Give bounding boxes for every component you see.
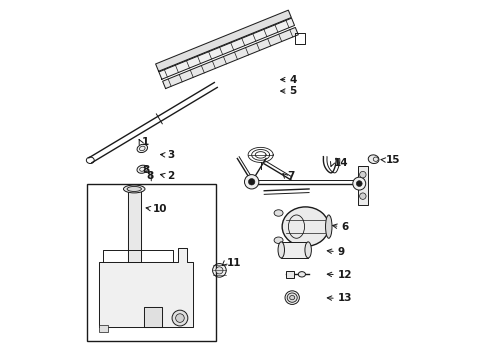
Text: 7: 7 [287, 171, 294, 181]
Text: 15: 15 [386, 155, 400, 165]
Ellipse shape [286, 293, 297, 302]
Ellipse shape [282, 207, 328, 246]
Polygon shape [163, 27, 298, 89]
Text: 8: 8 [145, 171, 153, 181]
Text: 3: 3 [167, 150, 174, 160]
Text: 1: 1 [142, 138, 149, 147]
Polygon shape [99, 248, 192, 327]
Ellipse shape [137, 144, 147, 153]
Bar [281, 242, 307, 258]
Ellipse shape [278, 242, 284, 258]
Circle shape [352, 177, 365, 190]
Polygon shape [159, 18, 294, 79]
Text: 14: 14 [333, 158, 348, 168]
Ellipse shape [137, 165, 147, 173]
Ellipse shape [127, 186, 141, 192]
Circle shape [244, 175, 258, 189]
Text: 10: 10 [153, 204, 167, 214]
Ellipse shape [298, 272, 305, 277]
Text: 2: 2 [167, 171, 174, 181]
Text: 12: 12 [337, 270, 351, 280]
Bar [99, 325, 108, 332]
Text: 11: 11 [226, 258, 241, 268]
Ellipse shape [212, 264, 226, 277]
Ellipse shape [325, 215, 331, 238]
Ellipse shape [215, 267, 223, 274]
Circle shape [359, 193, 366, 199]
Text: 8: 8 [142, 165, 149, 175]
Ellipse shape [285, 291, 299, 305]
Circle shape [248, 179, 254, 185]
Bar [285, 271, 293, 278]
Text: 9: 9 [337, 247, 344, 257]
Bar [86, 184, 215, 341]
Ellipse shape [289, 296, 294, 300]
Text: 4: 4 [289, 75, 296, 85]
Bar [357, 166, 367, 205]
Text: 6: 6 [341, 222, 348, 231]
Ellipse shape [305, 242, 311, 258]
Circle shape [172, 310, 187, 326]
Ellipse shape [274, 237, 283, 243]
Circle shape [356, 181, 362, 186]
Circle shape [359, 171, 366, 178]
Ellipse shape [123, 185, 144, 193]
Text: 5: 5 [289, 86, 296, 96]
Polygon shape [155, 10, 291, 71]
Ellipse shape [274, 210, 283, 216]
Polygon shape [144, 307, 162, 327]
Circle shape [175, 314, 184, 322]
Polygon shape [128, 187, 140, 262]
Ellipse shape [367, 155, 378, 163]
Text: 13: 13 [337, 293, 351, 303]
